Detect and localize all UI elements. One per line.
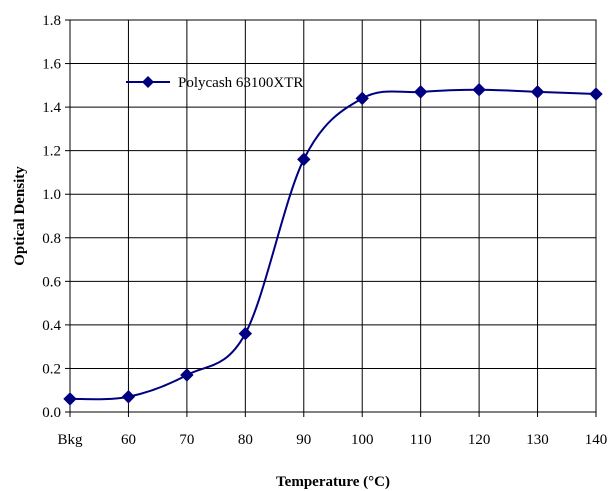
x-tick-label: 140 xyxy=(585,432,608,448)
data-point-marker xyxy=(63,392,77,406)
data-point-marker xyxy=(530,85,545,99)
x-tick-label: Bkg xyxy=(57,432,83,448)
y-axis: 0.0 0.2 0.4 0.6 0.8 1.0 1.2 1.4 1.6 1.8 xyxy=(42,13,70,421)
y-tick-label: 1.0 xyxy=(42,187,61,203)
y-tick-label: 1.2 xyxy=(42,144,61,160)
x-tick-label: 90 xyxy=(296,432,311,448)
legend-marker-icon xyxy=(142,76,154,88)
data-point-marker xyxy=(355,91,369,106)
x-axis: Bkg 60 70 80 90 100 110 120 130 140 xyxy=(57,412,607,448)
x-tick-label: 100 xyxy=(351,432,374,448)
y-tick-label: 1.4 xyxy=(42,100,61,116)
data-point-marker xyxy=(413,85,428,99)
y-tick-label: 1.6 xyxy=(42,57,61,73)
y-tick-label: 0.8 xyxy=(42,231,61,247)
x-tick-label: 110 xyxy=(410,432,432,448)
x-tick-label: 60 xyxy=(121,432,136,448)
x-tick-label: 120 xyxy=(468,432,491,448)
y-tick-label: 0.6 xyxy=(42,274,61,290)
legend: Polycash 63100XTR xyxy=(126,75,303,91)
x-tick-label: 70 xyxy=(179,432,194,448)
data-point-marker xyxy=(589,87,603,101)
data-point-marker xyxy=(180,368,194,382)
x-tick-label: 130 xyxy=(526,432,549,448)
x-axis-title: Temperature (°C) xyxy=(276,474,390,490)
data-point-marker xyxy=(297,152,311,167)
legend-label: Polycash 63100XTR xyxy=(178,75,303,91)
x-tick-label: 80 xyxy=(238,432,253,448)
series-line xyxy=(69,88,597,401)
y-tick-label: 0.0 xyxy=(42,405,61,421)
y-tick-label: 0.2 xyxy=(42,361,61,377)
series-polycash-63100xtr xyxy=(63,82,603,406)
data-point-marker xyxy=(472,82,486,97)
y-tick-label: 1.8 xyxy=(42,13,61,29)
y-tick-label: 0.4 xyxy=(42,318,61,334)
data-point-marker xyxy=(238,326,253,341)
y-axis-title: Optical Density xyxy=(12,166,28,266)
data-point-marker xyxy=(121,390,136,404)
plot-area-border xyxy=(69,19,597,413)
